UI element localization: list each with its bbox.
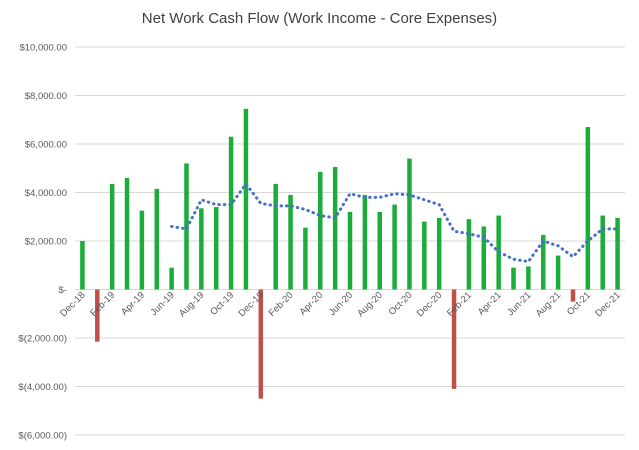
- x-tick-label: Jun-21: [505, 290, 533, 318]
- y-tick-label: $4,000.00: [25, 188, 67, 199]
- x-tick-label: Aug-21: [534, 290, 563, 319]
- x-tick-label: Apr-19: [119, 290, 147, 318]
- x-tick-label: Dec-21: [593, 290, 622, 319]
- x-tick-label: Apr-21: [476, 290, 504, 318]
- bar: [80, 241, 85, 290]
- y-tick-label: $2,000.00: [25, 237, 67, 248]
- bar: [540, 234, 546, 290]
- bar-series: [80, 108, 620, 399]
- bar: [273, 184, 278, 290]
- x-tick-label: Jun-20: [327, 290, 355, 318]
- x-tick-label: Aug-19: [177, 290, 206, 319]
- y-tick-label: $8,000.00: [25, 91, 67, 102]
- bar: [511, 267, 516, 290]
- x-axis-ticks: Dec-18 Feb-19 Apr-19 Jun-19 Aug-19 Oct-19 Dec-…: [58, 290, 623, 319]
- bar: [95, 289, 100, 342]
- bar: [199, 208, 204, 290]
- bar: [288, 194, 293, 290]
- bar: [169, 267, 174, 290]
- x-tick-label: Oct-21: [565, 290, 593, 318]
- y-tick-label: $(4,000.00): [18, 382, 67, 393]
- bar: [347, 211, 353, 290]
- bar: [526, 266, 531, 290]
- bar: [436, 217, 442, 290]
- y-tick-label: $(2,000.00): [18, 334, 67, 345]
- bar: [124, 177, 130, 290]
- bar: [228, 136, 234, 290]
- bar: [481, 226, 487, 290]
- bar: [377, 211, 382, 290]
- bar: [109, 184, 115, 290]
- x-tick-label: Feb-19: [88, 290, 117, 319]
- bar: [332, 167, 338, 290]
- x-tick-label: Oct-20: [387, 290, 415, 318]
- bar: [139, 210, 145, 290]
- x-tick-label: Apr-20: [297, 290, 325, 318]
- x-tick-label: Feb-20: [267, 290, 296, 319]
- bar: [407, 158, 412, 290]
- bar: [243, 108, 249, 290]
- trend-series: [170, 182, 620, 264]
- y-tick-label: $-: [59, 285, 67, 296]
- bar: [585, 127, 591, 290]
- x-tick-label: Feb-21: [445, 290, 474, 319]
- x-tick-label: Jun-19: [148, 290, 176, 318]
- x-tick-label: Aug-20: [355, 290, 384, 319]
- bar: [362, 194, 368, 290]
- y-tick-label: $10,000.00: [19, 43, 67, 54]
- y-axis-ticks: $10,000.00 $8,000.00 $6,000.00 $4,000.00 $2,…: [18, 43, 67, 442]
- bar: [555, 255, 561, 290]
- x-tick-label: Dec-20: [415, 290, 444, 319]
- bar: [213, 207, 219, 290]
- bar: [258, 289, 264, 399]
- trend-line: [170, 182, 620, 264]
- bar: [154, 188, 160, 290]
- x-tick-label: Oct-19: [208, 290, 236, 318]
- y-tick-label: $6,000.00: [25, 140, 67, 151]
- bar: [422, 221, 427, 290]
- chart-title: Net Work Cash Flow (Work Income - Core E…: [141, 10, 498, 27]
- bar: [615, 217, 620, 290]
- bar: [570, 289, 576, 302]
- bar: [303, 227, 308, 290]
- bar: [451, 289, 457, 389]
- bar: [600, 215, 605, 290]
- bar: [392, 204, 397, 290]
- bar: [466, 219, 472, 290]
- bar: [318, 171, 323, 290]
- y-tick-label: $(6,000.00): [18, 431, 67, 442]
